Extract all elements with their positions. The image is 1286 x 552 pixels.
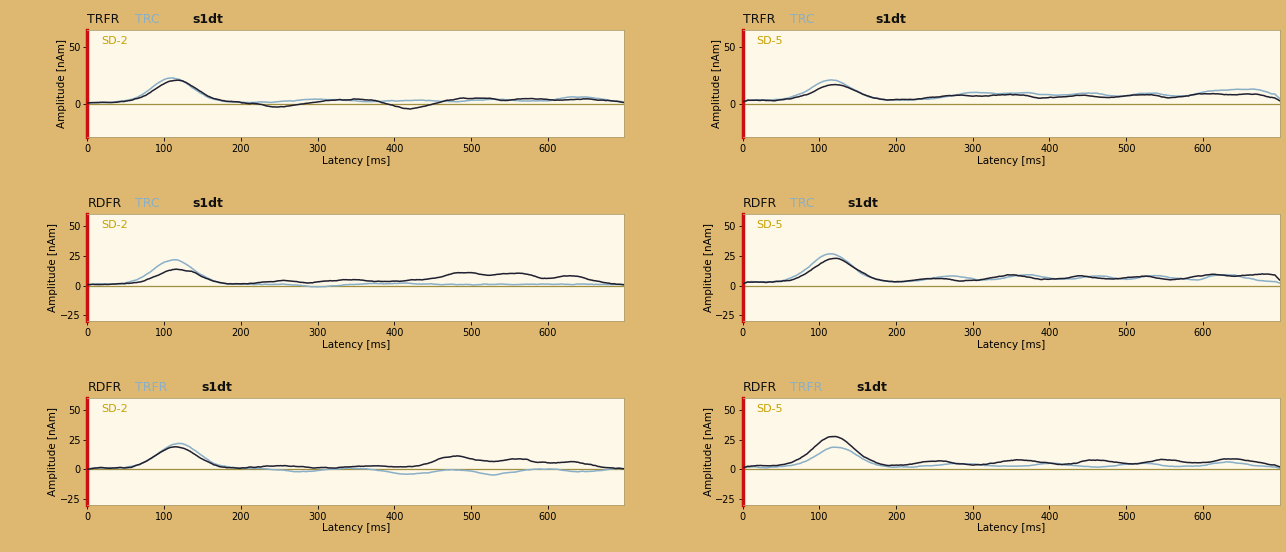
- Text: RDFR: RDFR: [742, 381, 777, 394]
- Text: SD-5: SD-5: [756, 220, 783, 230]
- X-axis label: Latency [ms]: Latency [ms]: [322, 523, 390, 533]
- Text: s1dt: s1dt: [192, 13, 222, 26]
- Text: s1dt: s1dt: [192, 197, 222, 210]
- X-axis label: Latency [ms]: Latency [ms]: [977, 523, 1046, 533]
- Y-axis label: Amplitude [nAm]: Amplitude [nAm]: [703, 223, 714, 312]
- Text: SD-5: SD-5: [756, 36, 783, 46]
- Y-axis label: Amplitude [nAm]: Amplitude [nAm]: [49, 223, 58, 312]
- Text: RDFR: RDFR: [742, 197, 777, 210]
- Text: SD-5: SD-5: [756, 404, 783, 413]
- X-axis label: Latency [ms]: Latency [ms]: [977, 156, 1046, 166]
- Text: s1dt: s1dt: [856, 381, 887, 394]
- Text: TRFR: TRFR: [790, 381, 823, 394]
- Text: SD-2: SD-2: [100, 404, 127, 413]
- Text: RDFR: RDFR: [87, 197, 122, 210]
- Text: TRC: TRC: [790, 197, 815, 210]
- Y-axis label: Amplitude [nAm]: Amplitude [nAm]: [49, 407, 58, 496]
- Text: TRC: TRC: [135, 13, 159, 26]
- Text: TRFR: TRFR: [87, 13, 120, 26]
- Text: SD-2: SD-2: [100, 36, 127, 46]
- Y-axis label: Amplitude [nAm]: Amplitude [nAm]: [57, 39, 67, 128]
- X-axis label: Latency [ms]: Latency [ms]: [322, 339, 390, 349]
- Text: RDFR: RDFR: [87, 381, 122, 394]
- Y-axis label: Amplitude [nAm]: Amplitude [nAm]: [712, 39, 721, 128]
- Text: TRFR: TRFR: [742, 13, 775, 26]
- Text: s1dt: s1dt: [876, 13, 907, 26]
- Text: TRC: TRC: [135, 197, 159, 210]
- Y-axis label: Amplitude [nAm]: Amplitude [nAm]: [703, 407, 714, 496]
- X-axis label: Latency [ms]: Latency [ms]: [322, 156, 390, 166]
- Text: SD-2: SD-2: [100, 220, 127, 230]
- Text: TRFR: TRFR: [135, 381, 167, 394]
- X-axis label: Latency [ms]: Latency [ms]: [977, 339, 1046, 349]
- Text: s1dt: s1dt: [202, 381, 233, 394]
- Text: TRC: TRC: [790, 13, 815, 26]
- Text: s1dt: s1dt: [847, 197, 878, 210]
